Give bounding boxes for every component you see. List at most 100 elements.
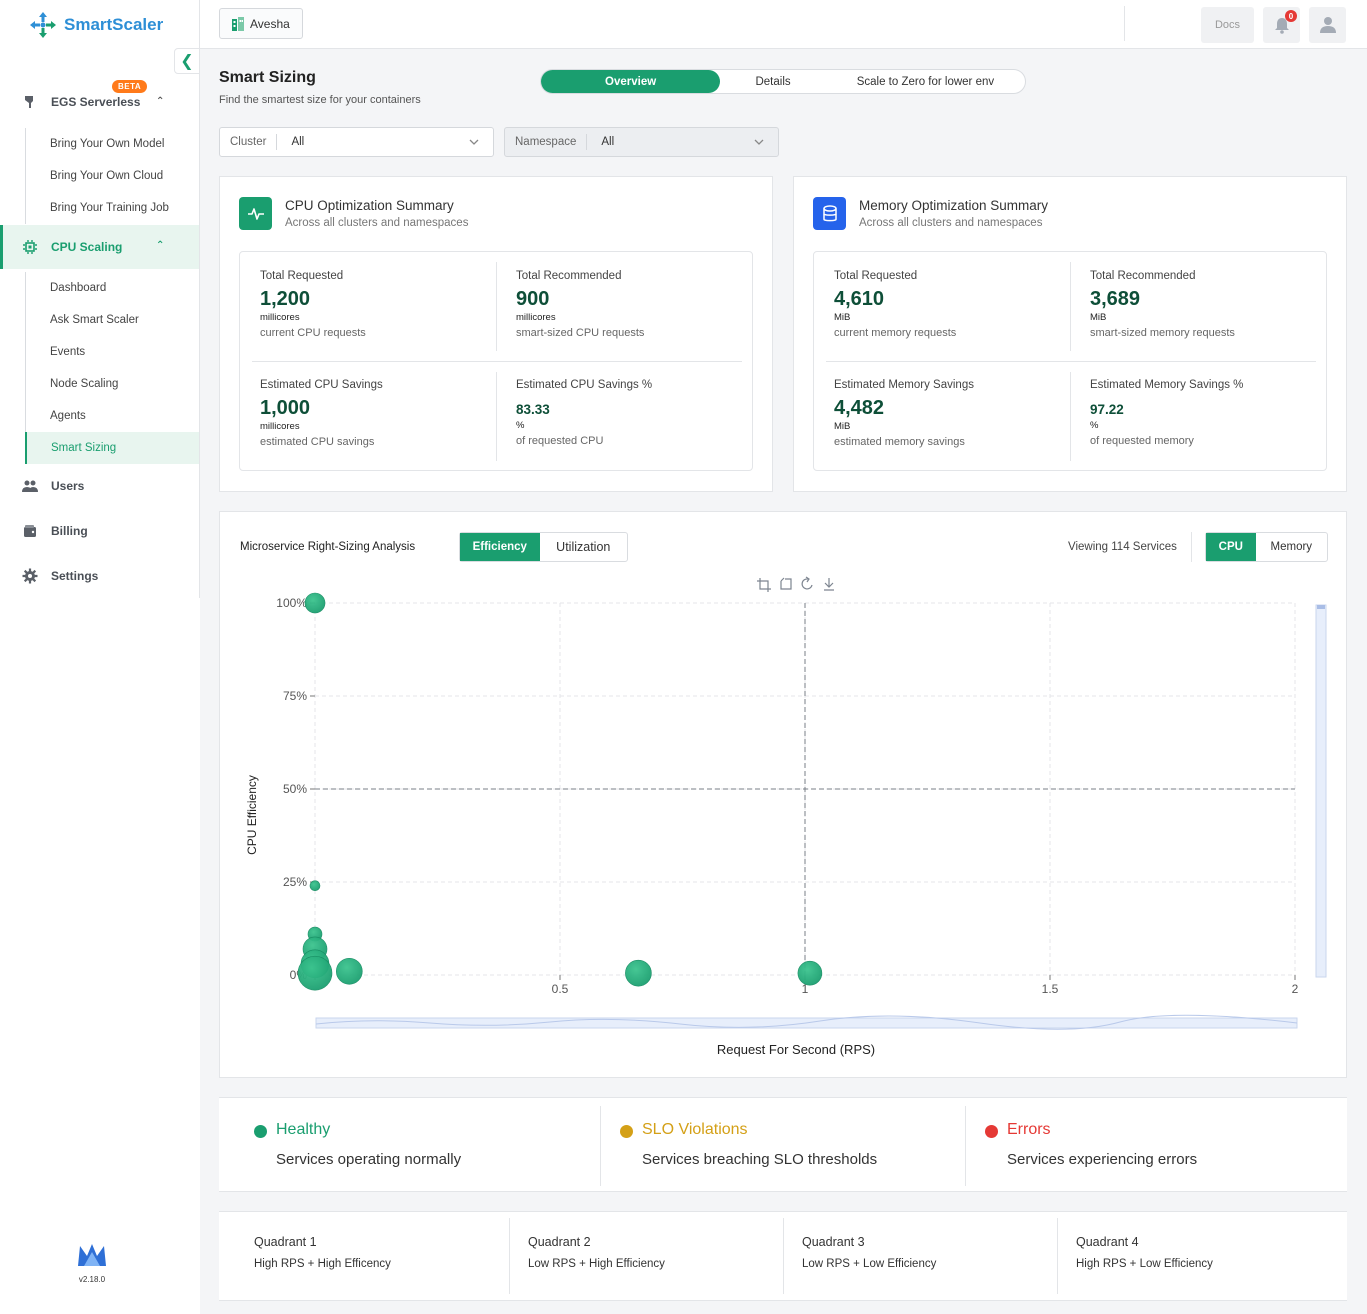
restore-icon[interactable] <box>801 576 813 590</box>
cluster-filter[interactable]: Cluster All <box>219 127 494 157</box>
nav-item-dashboard[interactable]: Dashboard <box>25 272 200 304</box>
x-tick-label: 1.5 <box>1042 982 1059 996</box>
metric-label: Total Requested <box>834 270 918 282</box>
metric-label: Total Recommended <box>1090 270 1196 282</box>
version-label: v2.18.0 <box>78 1275 106 1284</box>
nav-item-ask-smart-scaler[interactable]: Ask Smart Scaler <box>25 304 200 336</box>
resource-toggle: CPU Memory <box>1205 532 1328 562</box>
memory-estimated-savings: Estimated Memory Savings 4,482 MiB estim… <box>834 379 1064 448</box>
quadrant-title: Quadrant 1 <box>254 1235 317 1249</box>
nav-users[interactable]: Users <box>0 478 200 494</box>
brand-name: SmartScaler <box>64 15 164 34</box>
scatter-point <box>625 959 652 987</box>
smartscaler-logo-icon <box>30 12 56 38</box>
scatter-point <box>336 957 363 985</box>
utilization-toggle-option[interactable]: Utilization <box>556 540 611 554</box>
cluster-filter-value: All <box>291 136 305 148</box>
memory-savings-percent: Estimated Memory Savings % 97.22 % of re… <box>1090 379 1320 447</box>
cpu-savings-percent: Estimated CPU Savings % 83.33 % of reque… <box>516 379 746 447</box>
download-icon[interactable] <box>824 578 834 591</box>
namespace-filter[interactable]: Namespace All <box>504 127 779 157</box>
sidebar-divider <box>199 0 200 598</box>
tab-details[interactable]: Details <box>755 75 791 88</box>
metric-unit: millicores <box>260 312 300 323</box>
nav-item-events[interactable]: Events <box>25 336 200 368</box>
memory-toggle-option[interactable]: Memory <box>1270 541 1313 553</box>
quadrant-divider <box>783 1218 784 1294</box>
scatter-point <box>797 960 823 986</box>
metric-label: Estimated Memory Savings % <box>1090 379 1244 391</box>
database-icon <box>813 197 846 230</box>
quadrant-2: Quadrant 2 Low RPS + High Efficiency <box>493 1212 783 1302</box>
nav-item-bring-your-own-cloud[interactable]: Bring Your Own Cloud <box>25 160 200 192</box>
chevron-down-icon <box>754 139 764 145</box>
legend-title: Errors <box>1007 1121 1051 1138</box>
metric-desc: of requested CPU <box>516 435 604 447</box>
scatter-chart[interactable]: 0.511.520%25%50%75%100% Request For Seco… <box>220 572 1346 1077</box>
zoom-select-icon[interactable] <box>757 578 771 592</box>
chevron-left-icon: ❮ <box>180 53 194 70</box>
slo-violation-status-dot <box>620 1125 633 1138</box>
zoom-reset-icon[interactable] <box>780 577 792 590</box>
sidebar-collapse-button[interactable]: ❮ <box>174 48 200 74</box>
nav-billing[interactable]: Billing <box>0 523 200 539</box>
view-toggle: Efficiency Utilization <box>459 532 628 562</box>
quadrant-4: Quadrant 4 High RPS + Low Efficiency <box>1041 1212 1331 1302</box>
cpu-estimated-savings: Estimated CPU Savings 1,000 millicores e… <box>260 379 490 448</box>
notifications-button[interactable]: 0 <box>1263 7 1300 43</box>
chevron-up-icon: ⌃ <box>156 96 165 107</box>
quadrant-legend: Quadrant 1 High RPS + High Efficency Qua… <box>219 1211 1347 1301</box>
quadrant-title: Quadrant 4 <box>1076 1235 1139 1249</box>
nav-cpu-scaling[interactable]: CPU Scaling ⌃ <box>0 225 200 269</box>
cpu-total-recommended: Total Recommended 900 millicores smart-s… <box>516 270 746 339</box>
tab-scale-to-zero[interactable]: Scale to Zero for lower env <box>856 75 995 88</box>
nav-item-bring-your-training-job[interactable]: Bring Your Training Job <box>25 192 200 224</box>
cpu-toggle-option[interactable]: CPU <box>1206 533 1256 561</box>
y-tick-label: 100% <box>276 596 307 610</box>
wallet-icon <box>24 525 36 537</box>
nav-egs-serverless[interactable]: EGS Serverless BETA ⌃ <box>0 80 200 110</box>
error-status-dot <box>985 1125 998 1138</box>
user-menu-button[interactable] <box>1309 7 1346 43</box>
brand-logo[interactable]: SmartScaler <box>28 10 163 40</box>
cpu-summary-title: CPU Optimization Summary <box>285 198 454 213</box>
legend-desc: Services operating normally <box>276 1151 462 1168</box>
nav-settings[interactable]: Settings <box>0 568 200 584</box>
vertical-zoom-slider[interactable] <box>1315 604 1327 978</box>
chip-icon <box>23 240 37 254</box>
metric-label: Estimated Memory Savings <box>834 379 974 391</box>
horizontal-zoom-slider[interactable] <box>315 1014 1298 1030</box>
metric-unit: MiB <box>834 421 851 432</box>
quadrant-1: Quadrant 1 High RPS + High Efficency <box>219 1212 509 1302</box>
metric-label: Total Recommended <box>516 270 622 282</box>
quadrant-desc: High RPS + Low Efficiency <box>1076 1258 1213 1270</box>
nav-item-agents[interactable]: Agents <box>25 400 200 432</box>
docs-button[interactable]: Docs <box>1201 7 1254 43</box>
efficiency-toggle-option[interactable]: Efficiency <box>460 533 540 561</box>
crown-logo-icon <box>78 1244 106 1266</box>
quadrant-title: Quadrant 2 <box>528 1235 591 1249</box>
metric-label: Estimated CPU Savings % <box>516 379 653 391</box>
x-tick-label: 1 <box>802 982 809 996</box>
y-tick-label: 75% <box>283 689 307 703</box>
quadrant-title: Quadrant 3 <box>802 1235 865 1249</box>
tab-overview[interactable]: Overview <box>541 70 721 93</box>
x-axis-label: Request For Second (RPS) <box>717 1042 875 1057</box>
org-selector[interactable]: Avesha <box>219 8 303 39</box>
scatter-point <box>304 592 326 614</box>
gear-icon <box>22 568 38 584</box>
nav-item-node-scaling[interactable]: Node Scaling <box>25 368 200 400</box>
metric-label: Total Requested <box>260 270 344 282</box>
bell-icon <box>1274 17 1289 34</box>
cluster-filter-label: Cluster <box>220 134 278 150</box>
chevron-down-icon <box>469 139 479 145</box>
metric-value: 4,482 <box>834 397 885 419</box>
metric-unit: % <box>1090 420 1099 431</box>
quadrant-desc: High RPS + High Efficency <box>254 1258 391 1270</box>
activity-icon <box>239 197 272 230</box>
nav-item-smart-sizing[interactable]: Smart Sizing <box>25 432 200 464</box>
page-subtitle: Find the smartest size for your containe… <box>219 94 421 106</box>
quadrant-divider <box>509 1218 510 1294</box>
metric-desc: current memory requests <box>834 327 957 339</box>
nav-item-bring-your-own-model[interactable]: Bring Your Own Model <box>25 128 200 160</box>
